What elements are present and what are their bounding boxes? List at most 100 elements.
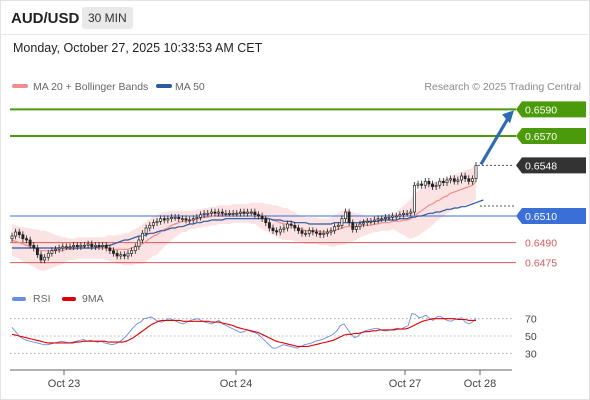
price-level-labels: 0.6590 0.6570 0.6548 0.6510 0.6490 0.6475: [516, 101, 586, 270]
candle-body: [460, 175, 463, 181]
candle-body: [21, 234, 25, 240]
legend-label-ma50: MA 50: [175, 81, 205, 93]
candle-body: [423, 180, 427, 186]
candle-body: [104, 244, 108, 249]
candle-body: [416, 183, 420, 186]
candle-body: [257, 214, 260, 217]
candle-body: [141, 232, 144, 241]
rsi-ma-line: [11, 318, 476, 347]
legend-swatch-bollinger: [12, 84, 28, 88]
level-tag-0-6548: [516, 157, 586, 174]
candle-body: [170, 216, 173, 219]
candle-body: [97, 244, 101, 247]
candle-body: [195, 216, 199, 219]
rsi-tick-30: 30: [525, 348, 537, 360]
rsi-panel: 70 50 30: [10, 312, 537, 360]
copyright-text: Research © 2025 Trading Central: [424, 81, 581, 93]
candle-body: [32, 244, 36, 249]
level-label-0-6510: 0.6510: [525, 211, 557, 223]
candle-body: [217, 211, 221, 214]
candle-body: [289, 223, 293, 226]
candle-body: [434, 184, 438, 187]
candle-body: [101, 244, 105, 247]
x-tick-label-oct-23: Oct 23: [48, 378, 80, 390]
candle-body: [373, 219, 376, 222]
candle-body: [235, 212, 239, 215]
level-label-0-6475: 0.6475: [525, 258, 557, 270]
rsi-legend-swatch: [12, 297, 26, 301]
candle-body: [463, 175, 467, 180]
candle-body: [296, 227, 300, 232]
candle-body: [57, 247, 61, 250]
candle-body: [467, 178, 471, 182]
candle-body: [79, 244, 83, 247]
candle-body: [68, 246, 72, 249]
candle-body: [286, 223, 289, 229]
candle-body: [387, 216, 391, 219]
datetime-label: Monday, October 27, 2025 10:33:53 AM CET: [13, 41, 263, 55]
candle-body: [304, 232, 308, 235]
level-label-0-6590: 0.6590: [525, 104, 557, 116]
level-label-0-6490: 0.6490: [525, 238, 557, 250]
candle-body: [246, 211, 250, 214]
timeframe-button[interactable]: 30 MIN: [82, 7, 133, 29]
candle-body: [380, 218, 384, 221]
level-label-0-6548: 0.6548: [525, 160, 557, 172]
candle-body: [340, 218, 344, 226]
level-tag-0-6590: [516, 101, 586, 118]
candle-body: [206, 212, 210, 215]
candle-body: [64, 246, 68, 249]
legend-label-bollinger: MA 20 + Bollinger Bands: [33, 81, 148, 93]
candle-body: [394, 215, 398, 218]
candle-body: [228, 212, 231, 215]
candle-body: [10, 235, 14, 240]
candle-body: [315, 231, 318, 234]
candle-body: [184, 218, 188, 221]
candle-body: [318, 232, 322, 235]
candle-body: [242, 211, 246, 214]
candle-body: [362, 222, 366, 225]
candle-body: [50, 250, 54, 254]
header-divider: [0, 34, 588, 35]
rsi-legend: RSI 9MA: [12, 293, 104, 305]
candle-body: [14, 231, 18, 237]
candle-body: [438, 180, 442, 186]
rsi-ma-legend-swatch: [62, 297, 76, 301]
candle-body: [282, 227, 286, 230]
candle-body: [354, 226, 358, 230]
legend-swatch-ma50: [156, 84, 172, 88]
candle-body: [441, 180, 445, 183]
candle-body: [398, 214, 402, 217]
candle-body: [90, 243, 94, 248]
chart-header: AUD/USD 30 MIN: [0, 0, 588, 36]
candle-body: [376, 218, 380, 221]
bollinger-band-area: [12, 164, 476, 271]
candle-body: [474, 164, 478, 179]
candle-body: [75, 244, 79, 247]
candle-body: [470, 178, 474, 182]
level-tag-0-6510: [516, 208, 586, 224]
candle-body: [224, 212, 228, 215]
candle-body: [35, 247, 39, 256]
candle-body: [137, 239, 141, 248]
candle-body: [452, 178, 456, 182]
candle-body: [249, 211, 253, 214]
rsi-line: [11, 312, 477, 349]
candle-body: [329, 230, 333, 233]
rsi-tick-50: 50: [525, 331, 537, 343]
candle-body: [311, 230, 315, 233]
target-arrow-shaft: [479, 117, 510, 166]
candle-body: [166, 218, 170, 221]
symbol-label: AUD/USD: [11, 10, 80, 27]
level-tag-0-6570: [516, 128, 586, 144]
candle-body: [456, 179, 460, 182]
rsi-tick-70: 70: [525, 314, 537, 326]
candle-body: [420, 183, 424, 186]
candle-body: [264, 218, 268, 224]
target-arrow-icon: [479, 110, 514, 166]
x-axis: Oct 23 Oct 24 Oct 27 Oct 28: [10, 369, 512, 390]
candle-body: [86, 243, 90, 246]
candle-body: [61, 246, 65, 249]
candle-body: [336, 224, 340, 227]
candle-body: [275, 230, 279, 233]
